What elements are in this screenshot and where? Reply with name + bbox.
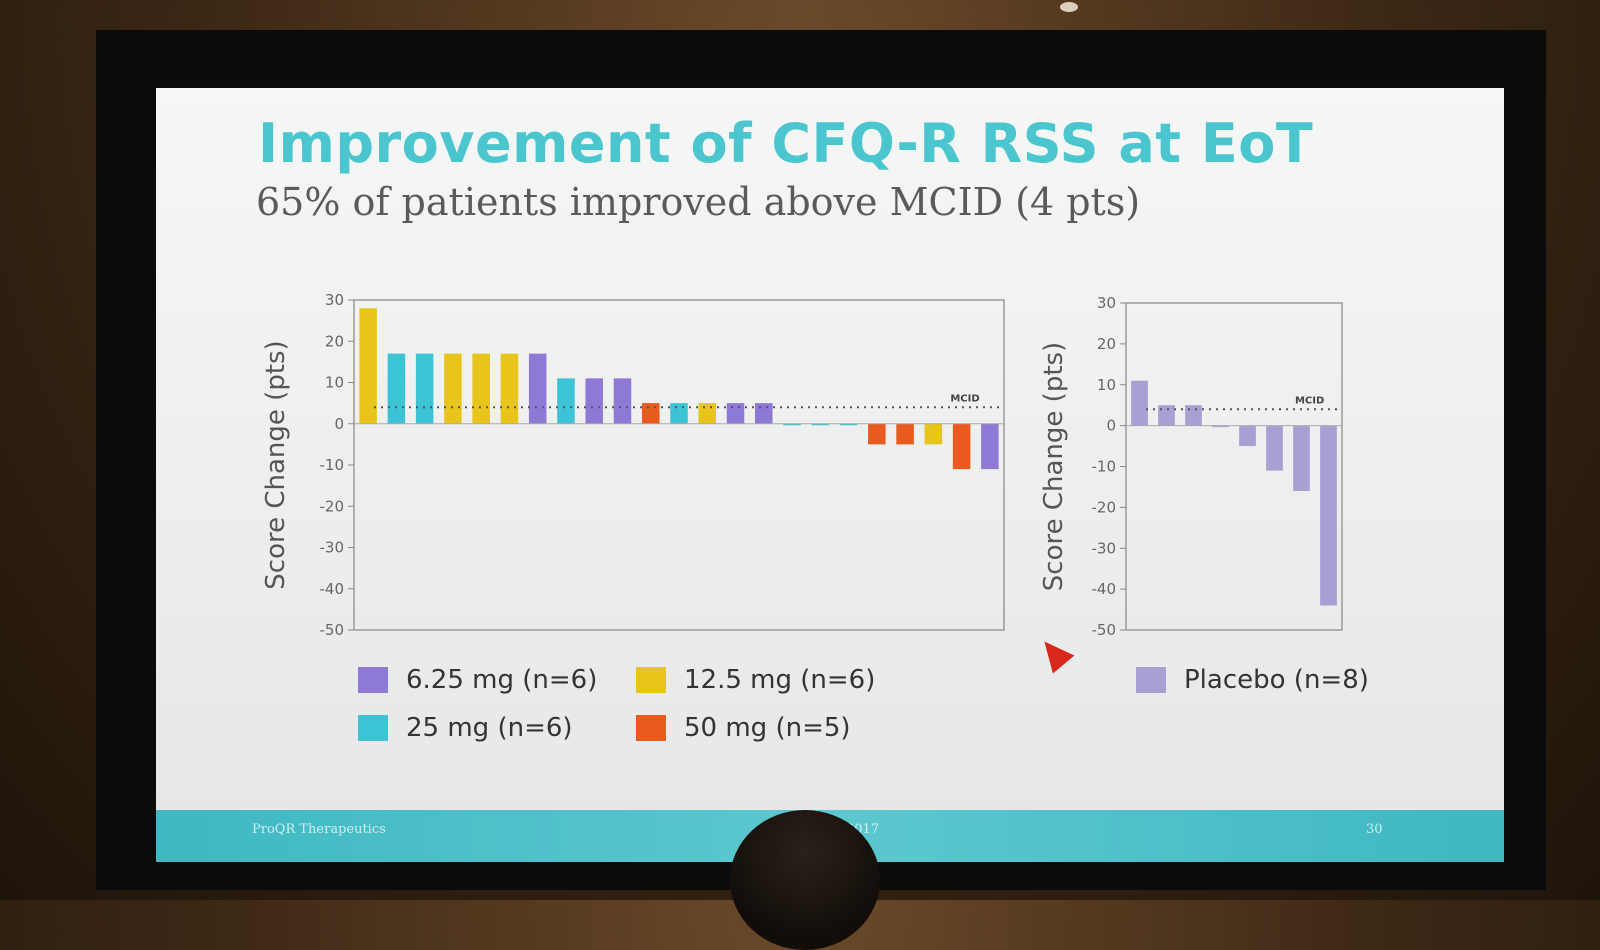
legend-swatch bbox=[358, 715, 388, 741]
legend-label: 25 mg (n=6) bbox=[406, 713, 573, 743]
legend-item-6-25mg: 6.25 mg (n=6) bbox=[358, 665, 597, 695]
legend-swatch bbox=[1136, 667, 1166, 693]
y-tick-label: 0 bbox=[334, 415, 344, 433]
bar bbox=[1131, 380, 1148, 426]
y-tick-label: -40 bbox=[1092, 580, 1117, 598]
bar bbox=[896, 423, 914, 445]
presentation-slide: Improvement of CFQ-R RSS at EoT 65% of p… bbox=[156, 88, 1504, 862]
bar bbox=[1293, 425, 1310, 492]
legend-swatch bbox=[636, 667, 666, 693]
mcid-label: MCID bbox=[1295, 395, 1324, 406]
bar bbox=[670, 403, 688, 424]
legend-label: 6.25 mg (n=6) bbox=[406, 665, 598, 695]
y-tick-label: 30 bbox=[1097, 294, 1116, 312]
y-tick-label: 20 bbox=[1097, 335, 1116, 353]
bar bbox=[359, 308, 377, 424]
bar bbox=[585, 378, 603, 424]
footer-page-number: 30 bbox=[1366, 822, 1383, 837]
y-tick-label: -10 bbox=[320, 456, 345, 474]
legend-swatch bbox=[358, 667, 388, 693]
bar bbox=[613, 378, 632, 424]
legend-item-12-5mg: 12.5 mg (n=6) bbox=[636, 665, 875, 695]
bar bbox=[839, 423, 858, 426]
slide-title: Improvement of CFQ-R RSS at EoT bbox=[258, 112, 1314, 175]
ceiling-light bbox=[1060, 2, 1078, 12]
legend-label: 50 mg (n=5) bbox=[684, 713, 851, 743]
bar bbox=[755, 403, 773, 424]
bar bbox=[868, 423, 886, 445]
bar bbox=[1212, 425, 1229, 428]
y-tick-label: 10 bbox=[325, 374, 344, 392]
y-tick-label: -10 bbox=[1092, 458, 1117, 476]
y-tick-label: -30 bbox=[1092, 539, 1117, 557]
bar bbox=[472, 353, 490, 424]
y-tick-label: -20 bbox=[320, 497, 345, 515]
footer-company: ProQR Therapeutics bbox=[252, 822, 386, 837]
y-axis-label: Score Change (pts) bbox=[261, 340, 291, 589]
bar bbox=[726, 403, 745, 424]
y-tick-label: 20 bbox=[325, 332, 344, 350]
y-tick-label: -40 bbox=[320, 580, 345, 598]
bar bbox=[1158, 405, 1175, 426]
bar bbox=[1239, 425, 1256, 447]
bar bbox=[783, 423, 801, 426]
bar bbox=[641, 403, 660, 424]
legend-item-placebo: Placebo (n=8) bbox=[1136, 665, 1369, 695]
y-axis-label: Score Change (pts) bbox=[1039, 342, 1069, 591]
y-tick-label: 30 bbox=[325, 291, 344, 309]
bar bbox=[981, 423, 999, 470]
legend-item-50mg: 50 mg (n=5) bbox=[636, 713, 851, 743]
bar bbox=[500, 353, 519, 424]
bar bbox=[415, 353, 434, 424]
bar bbox=[952, 423, 971, 470]
bar bbox=[1266, 425, 1283, 471]
plot-frame bbox=[353, 299, 1005, 631]
bar bbox=[698, 403, 717, 424]
y-tick-label: 10 bbox=[1097, 376, 1116, 394]
legend-item-25mg: 25 mg (n=6) bbox=[358, 713, 573, 743]
audience-head-silhouette bbox=[730, 810, 880, 950]
bar bbox=[528, 353, 547, 424]
bar bbox=[924, 423, 943, 445]
legend-label: Placebo (n=8) bbox=[1184, 665, 1369, 695]
y-tick-label: -50 bbox=[1092, 621, 1117, 639]
y-tick-label: -50 bbox=[320, 621, 345, 639]
legend-label: 12.5 mg (n=6) bbox=[684, 665, 876, 695]
y-tick-label: -20 bbox=[1092, 498, 1117, 516]
bar bbox=[1185, 405, 1202, 426]
bar bbox=[444, 353, 462, 424]
bar bbox=[387, 353, 406, 424]
bar bbox=[1320, 425, 1337, 606]
legend-swatch bbox=[636, 715, 666, 741]
slide-subtitle: 65% of patients improved above MCID (4 p… bbox=[256, 180, 1141, 224]
y-tick-label: -30 bbox=[320, 539, 345, 557]
y-tick-label: 0 bbox=[1106, 417, 1116, 435]
charts-canvas: 30 20 10 0 -10 -20 -30 -40 -50 Score Change (pts)… bbox=[261, 291, 1343, 639]
bar bbox=[557, 378, 575, 424]
bar bbox=[811, 423, 830, 426]
mcid-label: MCID bbox=[950, 393, 979, 404]
